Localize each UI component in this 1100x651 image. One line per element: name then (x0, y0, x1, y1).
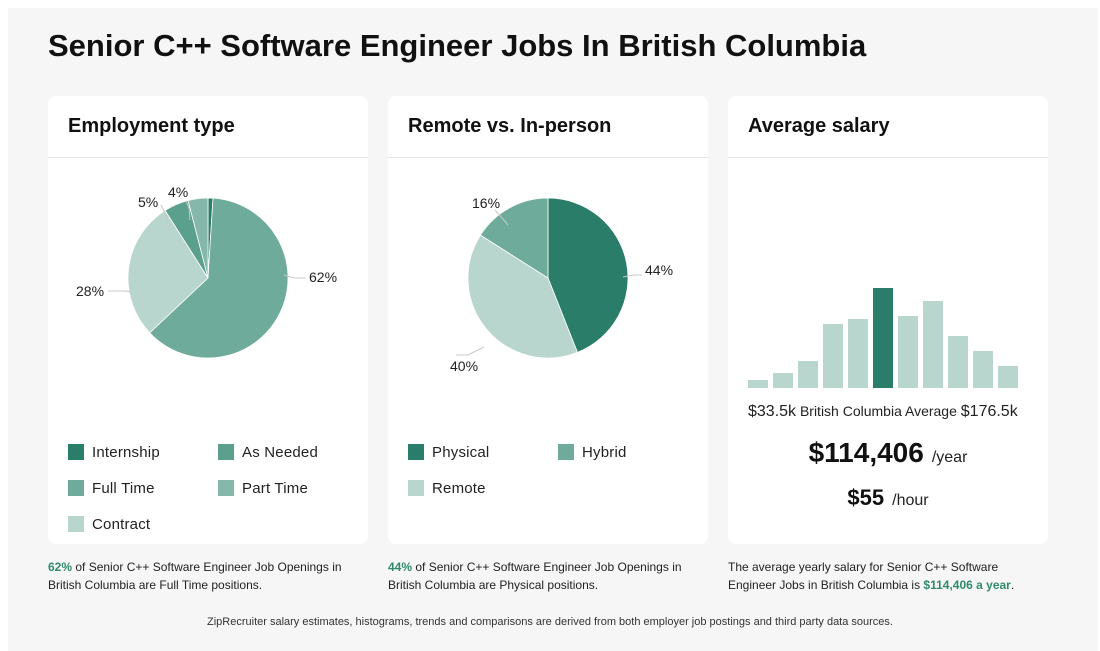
histogram-bar (848, 319, 868, 388)
yearly-salary-unit: /year (931, 449, 968, 466)
legend-label-full-time: Full Time (92, 479, 155, 497)
remote-vs-in-person-title: Remote vs. In-person (408, 115, 612, 137)
histogram-bar (823, 324, 843, 388)
pie-leader-line (160, 204, 170, 230)
pie-leader-line (185, 200, 191, 221)
remote-vs-in-person-pie-chart: 44% 40% 16% (450, 195, 673, 374)
employment-type-pie-chart: 62% 28% 5% 4% (76, 184, 337, 359)
legend-label-contract: Contract (92, 515, 151, 533)
pie-slice-full-time (149, 197, 289, 359)
legend-swatch-contract (68, 516, 84, 532)
histogram-bar (773, 373, 793, 388)
pie-leader-line (108, 290, 131, 293)
legend-label-remote: Remote (432, 479, 486, 497)
pie-slice-hybrid (479, 197, 549, 279)
salary-histogram (748, 288, 1018, 388)
yearly-salary: $114,406/year (728, 437, 1048, 469)
legend-swatch-remote (408, 480, 424, 496)
caption-text: The average yearly salary for Senior C++… (728, 560, 999, 592)
hourly-salary-value: $55 (847, 485, 885, 510)
pie-label: 44% (645, 262, 673, 278)
card-divider (728, 157, 1048, 158)
legend-swatch-physical (408, 444, 424, 460)
legend-label-hybrid: Hybrid (582, 443, 627, 461)
salary-max: $176.5k (960, 403, 1018, 420)
histogram-bar (923, 301, 943, 388)
pie-leader-line (494, 209, 509, 226)
average-salary-title: Average salary (748, 115, 890, 137)
legend-label-part-time: Part Time (242, 479, 308, 497)
pie-leader-line (622, 274, 642, 278)
pie-leader-line (283, 274, 306, 279)
caption-text: of Senior C++ Software Engineer Job Open… (388, 560, 682, 592)
pie-label: 5% (138, 194, 158, 210)
card-divider (48, 157, 368, 158)
histogram-bar (748, 380, 768, 388)
caption-highlight: 62% (48, 560, 73, 574)
legend-remote: Remote (408, 478, 486, 498)
legend-part-time: Part Time (218, 478, 308, 498)
legend-swatch-hybrid (558, 444, 574, 460)
average-salary-card: Average salary $33.5k British Columbia A… (728, 96, 1048, 544)
salary-caption: The average yearly salary for Senior C++… (728, 558, 1028, 594)
legend-hybrid: Hybrid (558, 442, 627, 462)
legend-swatch-internship (68, 444, 84, 460)
employment-type-card: Employment type 62% 28% 5% 4% Internship As… (48, 96, 368, 544)
caption-highlight: 44% (388, 560, 413, 574)
legend-label-internship: Internship (92, 443, 160, 461)
histogram-bar (948, 336, 968, 388)
legend-label-as-needed: As Needed (242, 443, 319, 461)
legend-full-time: Full Time (68, 478, 155, 498)
caption-text: of Senior C++ Software Engineer Job Open… (48, 560, 342, 592)
legend-as-needed: As Needed (218, 442, 318, 462)
pie-slice-contract (127, 209, 209, 334)
pie-label: 4% (168, 184, 188, 200)
hourly-salary: $55/hour (728, 485, 1048, 511)
pie-label: 40% (450, 358, 478, 374)
pie-slice-remote (467, 234, 578, 359)
pie-slice-part-time (187, 197, 209, 279)
remote-vs-in-person-card: Remote vs. In-person 44% 40% 16% Physical … (388, 96, 708, 544)
legend-physical: Physical (408, 442, 489, 462)
histogram-bar (973, 351, 993, 388)
histogram-bar (998, 366, 1018, 388)
remote-caption: 44% of Senior C++ Software Engineer Job … (388, 558, 688, 594)
card-divider (388, 157, 708, 158)
histogram-bar (898, 316, 918, 388)
salary-range-row: $33.5k British Columbia Average $176.5k (748, 403, 1028, 421)
legend-swatch-part-time (218, 480, 234, 496)
legend-swatch-full-time (68, 480, 84, 496)
histogram-bar (798, 361, 818, 388)
pie-slice-physical (547, 197, 629, 353)
employment-type-title: Employment type (68, 115, 235, 137)
salary-min: $33.5k (748, 403, 797, 420)
pie-label: 28% (76, 283, 104, 299)
histogram-bar-average (873, 288, 893, 388)
legend-swatch-as-needed (218, 444, 234, 460)
legend-internship: Internship (68, 442, 160, 462)
caption-end: . (1010, 578, 1015, 592)
pie-label: 16% (472, 195, 500, 211)
salary-range-label: British Columbia Average (799, 403, 957, 419)
footer-disclaimer: ZipRecruiter salary estimates, histogram… (207, 616, 893, 628)
yearly-salary-value: $114,406 (808, 437, 924, 468)
hourly-salary-unit: /hour (892, 492, 929, 509)
legend-label-physical: Physical (432, 443, 490, 461)
pie-leader-line (456, 346, 485, 356)
caption-highlight: $114,406 a year (923, 578, 1011, 592)
page-title: Senior C++ Software Engineer Jobs In Bri… (48, 28, 867, 63)
pie-label: 62% (309, 269, 337, 285)
legend-contract: Contract (68, 514, 150, 534)
employment-type-caption: 62% of Senior C++ Software Engineer Job … (48, 558, 348, 594)
